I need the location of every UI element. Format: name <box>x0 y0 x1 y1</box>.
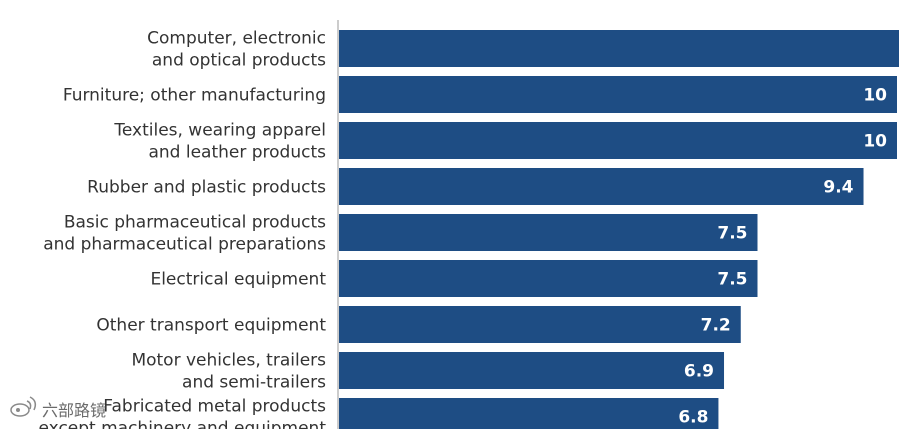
category-label: Computer, electronic and optical products <box>147 29 326 71</box>
bar <box>339 122 897 159</box>
watermark: 六部路镜 <box>10 396 106 420</box>
category-label: Basic pharmaceutical products and pharmac… <box>43 213 326 255</box>
watermark-text: 六部路镜 <box>42 401 106 420</box>
bar-value-label: 10 <box>863 86 887 106</box>
category-label-line: and pharmaceutical preparations <box>43 235 326 255</box>
category-label: Other transport equipment <box>96 316 326 336</box>
bar <box>339 306 741 343</box>
category-label-line: Electrical equipment <box>150 270 326 290</box>
category-label: Rubber and plastic products <box>87 178 326 198</box>
category-label: Motor vehicles, trailers and semi-trailer… <box>131 351 326 393</box>
category-label-line: and optical products <box>152 51 326 71</box>
category-label: Fabricated metal products except machiner… <box>39 397 327 429</box>
category-label-line: except machinery and equipment <box>39 419 327 429</box>
bars-layer: 10 10 9.4 7.5 7.5 7.2 6.9 6.8 <box>339 30 899 429</box>
bar-value-label: 6.9 <box>684 362 714 382</box>
category-label-line: Other transport equipment <box>96 316 326 336</box>
bar <box>339 76 897 113</box>
category-label-line: Textiles, wearing apparel <box>113 121 326 141</box>
bar-value-label: 10 <box>863 132 887 152</box>
category-label-line: Computer, electronic <box>147 29 326 49</box>
bar <box>339 398 719 429</box>
category-labels: Computer, electronic and optical products… <box>39 29 327 429</box>
category-label-line: and semi-trailers <box>182 373 326 393</box>
category-label: Electrical equipment <box>150 270 326 290</box>
category-label-line: Basic pharmaceutical products <box>64 213 326 233</box>
bar <box>339 214 758 251</box>
bar-value-label: 6.8 <box>678 408 708 428</box>
category-label-line: and leather products <box>148 143 326 163</box>
category-label-line: Motor vehicles, trailers <box>131 351 326 371</box>
category-label: Textiles, wearing apparel and leather pro… <box>113 121 326 163</box>
bar-value-label: 7.2 <box>701 316 731 336</box>
bar-value-label: 9.4 <box>823 178 853 198</box>
bar <box>339 30 899 67</box>
weibo-logo-icon <box>10 396 37 417</box>
bar-value-label: 7.5 <box>717 224 747 244</box>
category-label-line: Fabricated metal products <box>103 397 326 417</box>
bar <box>339 168 864 205</box>
category-label: Furniture; other manufacturing <box>63 86 326 106</box>
bar-value-label: 7.5 <box>717 270 747 290</box>
category-label-line: Furniture; other manufacturing <box>63 86 326 106</box>
category-label-line: Rubber and plastic products <box>87 178 326 198</box>
bar <box>339 352 725 389</box>
bar <box>339 260 758 297</box>
